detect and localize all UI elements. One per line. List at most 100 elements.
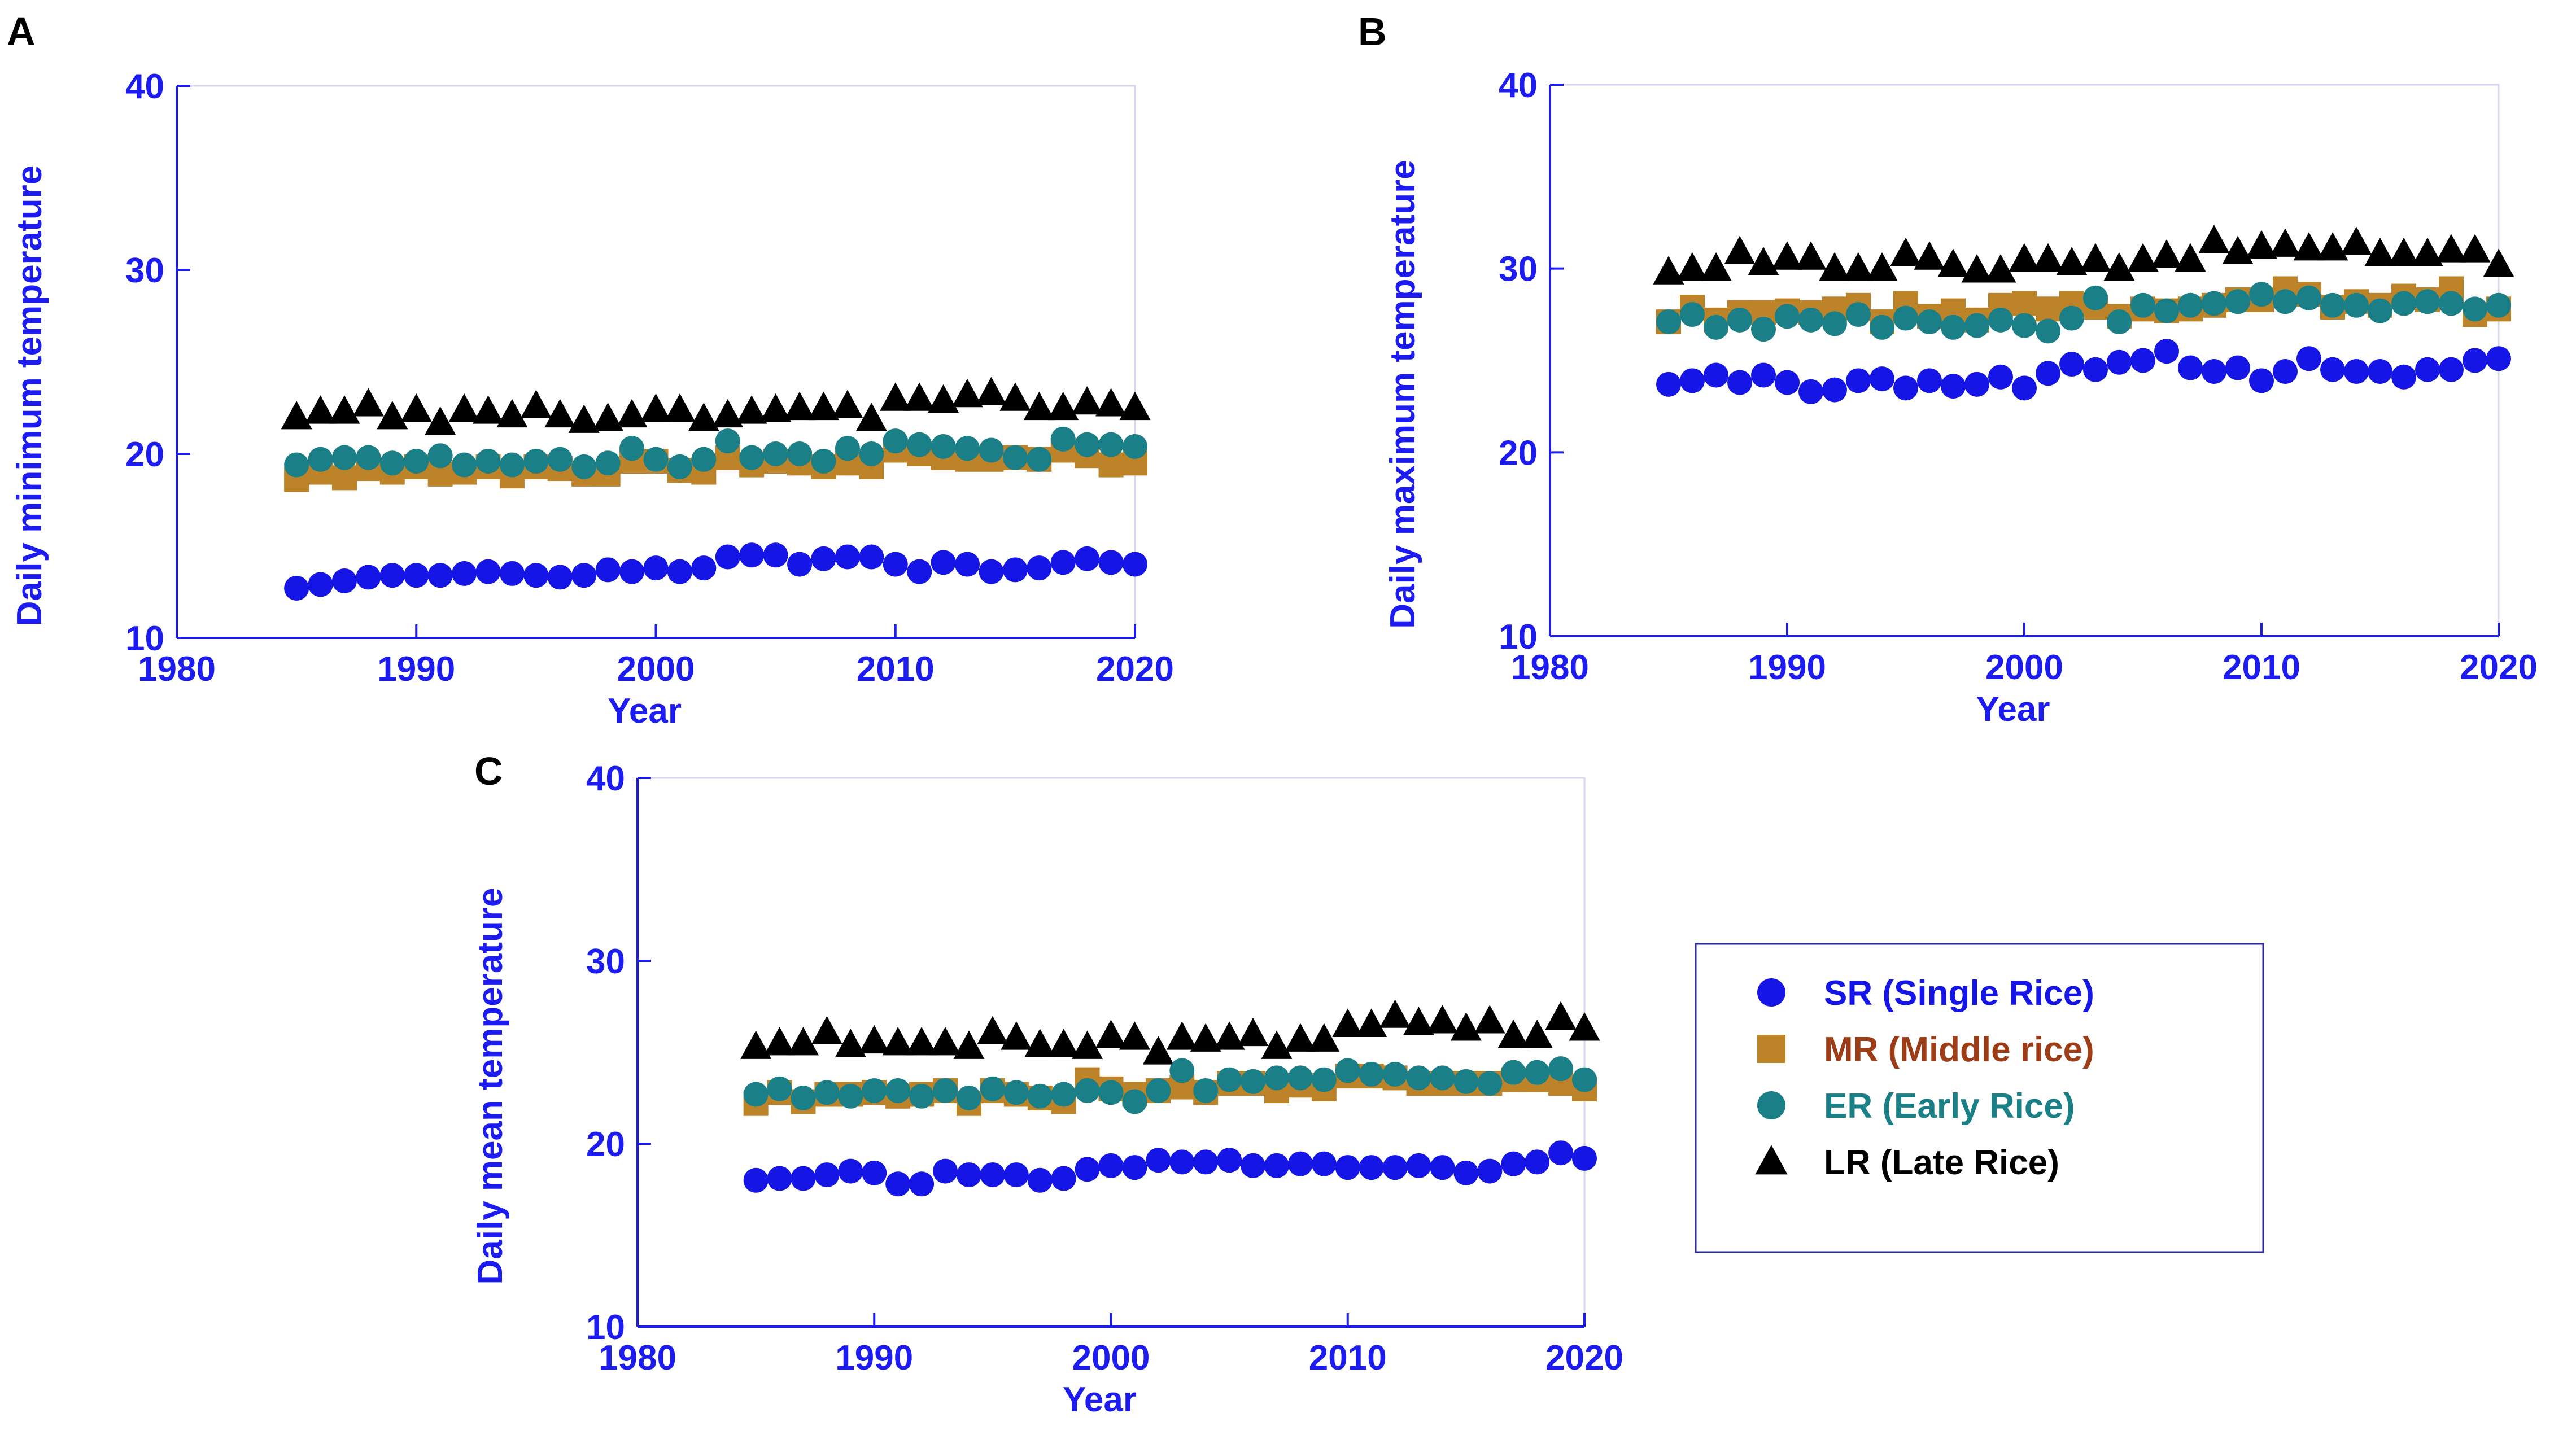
point-lr (377, 401, 408, 430)
point-sr (523, 563, 549, 588)
point-sr (1287, 1151, 1313, 1176)
point-lr (712, 399, 744, 428)
point-sr (643, 555, 669, 581)
y-axis-title: Daily mean temperature (471, 888, 510, 1285)
point-lr (975, 377, 1007, 405)
point-sr (1146, 1148, 1171, 1173)
x-axis-title: Year (1063, 1380, 1137, 1419)
point-sr (835, 544, 860, 570)
legend-marker-sr (1757, 978, 1785, 1007)
point-er (2130, 292, 2155, 318)
point-lr (400, 393, 432, 422)
point-er (1548, 1056, 1574, 1082)
panel-b: 10 20 30 40 1980 1990 2000 2010 2020 Year Daily ma… (1358, 10, 2538, 729)
point-lr (1795, 241, 1827, 270)
point-er (1525, 1060, 1550, 1085)
point-er (885, 1078, 911, 1104)
point-sr (1122, 1155, 1147, 1180)
point-sr (1002, 557, 1028, 583)
point-lr (1356, 1008, 1387, 1037)
point-er (1003, 1080, 1029, 1105)
y-tick-label: 40 (586, 759, 625, 798)
y-tick-label: 20 (586, 1125, 625, 1164)
point-lr (688, 403, 719, 431)
point-lr (1771, 241, 1803, 270)
point-sr (1075, 1157, 1100, 1182)
point-lr (425, 406, 456, 435)
point-lr (953, 1030, 985, 1059)
point-sr (956, 1162, 981, 1188)
point-lr (858, 1025, 890, 1054)
point-er (1822, 311, 1847, 336)
point-er (1169, 1058, 1195, 1083)
point-sr (691, 555, 717, 581)
point-er (1382, 1061, 1408, 1087)
point-sr (1406, 1153, 1431, 1178)
point-sr (791, 1166, 816, 1191)
point-er (909, 1083, 935, 1109)
y-tick-label: 20 (1499, 434, 1538, 473)
point-er (955, 436, 980, 461)
point-sr (2320, 357, 2345, 382)
point-lr (736, 395, 767, 424)
plot-frame (1550, 84, 2500, 636)
point-er (427, 443, 453, 469)
point-lr (520, 390, 552, 418)
legend-label-lr: LR (Late Rice) (1824, 1143, 2059, 1182)
point-lr (640, 393, 671, 422)
point-sr (499, 561, 525, 586)
point-mr (2012, 291, 2037, 316)
point-sr (2368, 359, 2392, 384)
panel-c: 10 20 30 40 1980 1990 2000 2010 2020 Year Daily me… (471, 749, 1623, 1419)
point-lr (1426, 1005, 1458, 1034)
legend-label-er: ER (Early Rice) (1824, 1087, 2075, 1126)
point-lr (1024, 1029, 1056, 1057)
point-lr (2364, 237, 2396, 266)
y-tick-label: 10 (1499, 618, 1538, 657)
point-sr (979, 559, 1004, 584)
point-sr (1027, 555, 1052, 581)
point-lr (1166, 1021, 1198, 1050)
x-tick-label: 1990 (377, 650, 455, 689)
point-lr (281, 401, 312, 430)
point-er (1430, 1065, 1455, 1091)
point-lr (2127, 243, 2159, 272)
y-tick-label: 30 (125, 251, 164, 290)
point-er (1123, 434, 1147, 459)
point-er (979, 438, 1004, 463)
point-sr (980, 1162, 1005, 1188)
point-er (1453, 1069, 1479, 1094)
legend-marker-mr (1757, 1035, 1785, 1063)
point-lr (835, 1029, 866, 1057)
point-lr (1450, 1012, 1482, 1041)
point-er (547, 447, 573, 472)
point-er (1988, 307, 2013, 333)
point-er (1002, 445, 1028, 470)
point-er (667, 454, 692, 479)
point-lr (1748, 247, 1779, 275)
point-lr (760, 393, 792, 422)
point-er (1501, 1060, 1526, 1085)
point-er (1917, 309, 1942, 335)
y-tick-label: 30 (586, 942, 625, 981)
point-sr (1003, 1162, 1029, 1188)
point-er (931, 434, 956, 459)
point-lr (784, 391, 815, 421)
point-er (523, 449, 549, 474)
point-er (1941, 314, 1966, 340)
point-er (980, 1076, 1005, 1101)
point-lr (1866, 252, 1898, 281)
point-sr (2463, 348, 2487, 373)
point-sr (404, 563, 429, 588)
point-er (356, 445, 381, 470)
legend-label-mr: MR (Middle rice) (1824, 1030, 2094, 1069)
point-er (2178, 292, 2203, 318)
point-lr (2198, 225, 2230, 253)
point-sr (885, 1171, 911, 1197)
point-sr (1846, 368, 1871, 393)
point-er (1311, 1067, 1337, 1092)
point-er (2296, 285, 2321, 310)
x-tick-label: 2000 (1985, 648, 2063, 687)
point-sr (547, 565, 573, 590)
point-sr (2202, 359, 2226, 384)
